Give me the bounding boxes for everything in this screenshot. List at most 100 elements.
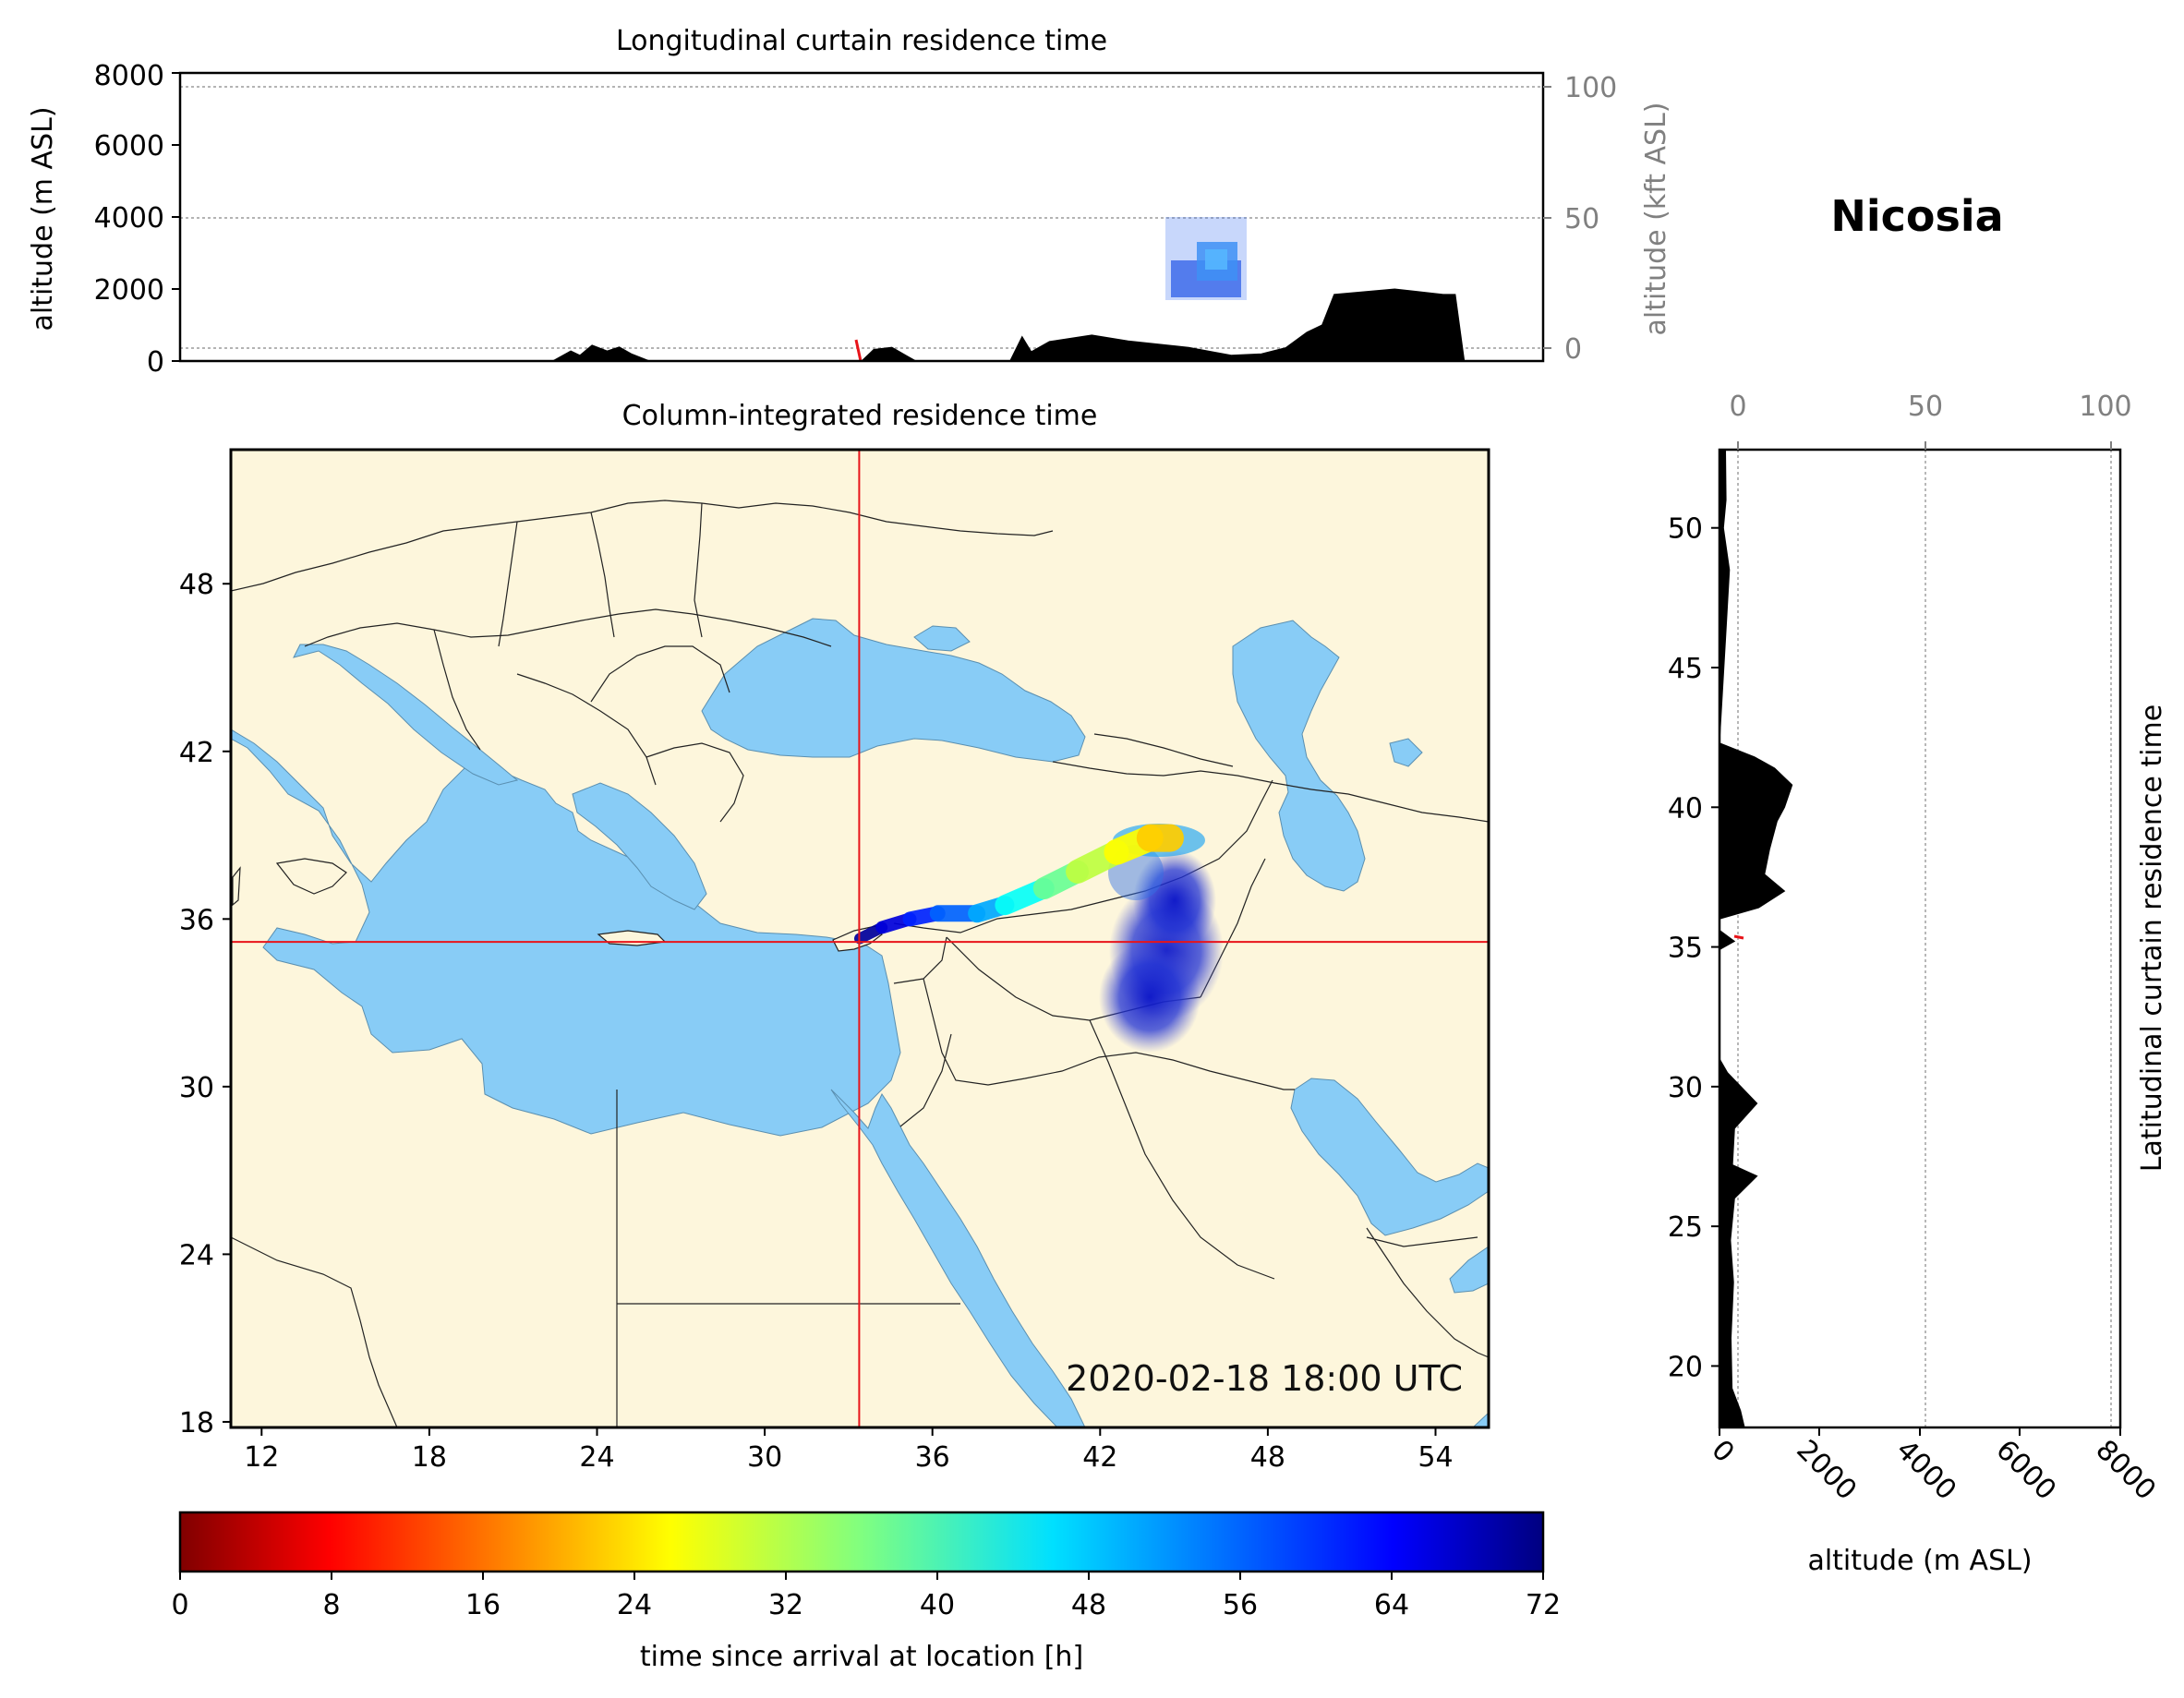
lat-tick-label: 20 — [1668, 1351, 1703, 1383]
colorbar: 0 8 16 24 32 40 48 56 64 72 time since arrival at… — [171, 1511, 1561, 1673]
lat-tick-label: 45 — [1668, 653, 1703, 685]
lat-tick-label: 18 — [179, 1407, 214, 1439]
border-line — [923, 978, 1295, 1090]
lon-tick-label: 12 — [244, 1441, 279, 1474]
xtick-label: 50 — [1908, 391, 1943, 423]
side-panel: 0 50 100 0 2000 4000 6000 8000 20 25 30 35 4… — [1668, 391, 2168, 1577]
ytick-label: 0 — [147, 346, 164, 379]
border-line — [1366, 1227, 1489, 1358]
side-lat-ticks: 20 25 30 35 40 45 50 — [1668, 513, 1719, 1383]
colorbar-tick-label: 16 — [465, 1589, 501, 1621]
xtick-label: 0 — [1729, 391, 1746, 423]
border-line — [1089, 1019, 1275, 1280]
lat-tick-label: 30 — [179, 1072, 214, 1104]
map-frame — [229, 448, 1490, 1429]
top-left-yticks: 0 2000 4000 6000 8000 — [94, 60, 180, 379]
side-xlabel: altitude (m ASL) — [1807, 1545, 2032, 1577]
xtick-label: 2000 — [1790, 1434, 1863, 1507]
border-line — [899, 1033, 952, 1127]
blob-core — [1205, 249, 1227, 270]
lat-tick-label: 36 — [179, 904, 214, 936]
border-line — [231, 500, 1054, 592]
colorbar-tick-label: 40 — [920, 1589, 955, 1621]
lat-tick-label: 35 — [1668, 933, 1703, 965]
lon-tick-label: 42 — [1082, 1441, 1117, 1474]
colorbar-gradient — [180, 1512, 1543, 1572]
map-lat-ticks: 18 24 30 36 42 48 — [179, 569, 231, 1439]
release-marker — [1733, 934, 1744, 940]
border-line — [646, 742, 744, 823]
colorbar-tick-label: 48 — [1071, 1589, 1106, 1621]
side-top-xticks: 0 50 100 — [1729, 391, 2132, 450]
top-ylabel-right: altitude (kft ASL) — [1640, 102, 1672, 335]
red-sea — [830, 1089, 1086, 1427]
lon-tick-label: 18 — [412, 1441, 447, 1474]
azov-sea — [913, 625, 971, 652]
lat-tick-label: 50 — [1668, 513, 1703, 546]
arabian-sea-corner — [1472, 1412, 1489, 1427]
lon-tick-label: 30 — [747, 1441, 782, 1474]
ytick-label: 6000 — [94, 130, 164, 163]
border-line — [1310, 789, 1489, 823]
ytick-label: 100 — [1564, 72, 1617, 104]
border-line — [231, 1236, 398, 1427]
terrain-profile — [551, 288, 1466, 361]
station-title: Nicosia — [1830, 191, 2003, 241]
lat-tick-label: 25 — [1668, 1211, 1703, 1244]
terrain-profile — [1719, 450, 1793, 1427]
xtick-label: 6000 — [1989, 1434, 2062, 1507]
caspian-sea — [1232, 620, 1366, 892]
border-line — [304, 608, 832, 647]
top-right-yticks: 0 50 100 — [1543, 72, 1617, 366]
border-line — [498, 521, 518, 647]
plume-lobe — [1099, 942, 1201, 1053]
residence-blob — [1165, 217, 1247, 300]
top-panel-title: Longitudinal curtain residence time — [616, 25, 1107, 57]
colorbar-tick-label: 72 — [1526, 1589, 1561, 1621]
map-lon-ticks: 12 18 24 30 36 42 48 54 — [244, 1427, 1454, 1474]
timestamp-label: 2020-02-18 18:00 UTC — [1066, 1358, 1463, 1399]
colorbar-tick-label: 64 — [1374, 1589, 1409, 1621]
plume-lobe — [1133, 849, 1216, 951]
lat-tick-label: 24 — [179, 1239, 214, 1271]
lat-tick-label: 30 — [1668, 1072, 1703, 1104]
colorbar-ticks: 0 8 16 24 32 40 48 56 64 72 — [171, 1572, 1561, 1621]
ytick-label: 4000 — [94, 202, 164, 235]
side-axes-frame — [1718, 448, 2122, 1429]
country-borders — [231, 500, 1489, 1427]
lat-tick-label: 48 — [179, 569, 214, 601]
colorbar-label: time since arrival at location [h] — [640, 1641, 1083, 1673]
border-line — [1052, 761, 1312, 790]
lon-tick-label: 54 — [1418, 1441, 1453, 1474]
mediterranean-sea — [231, 729, 901, 1137]
xtick-label: 100 — [2079, 391, 2131, 423]
border-line — [1366, 1236, 1478, 1247]
colorbar-tick-label: 24 — [617, 1589, 652, 1621]
release-marker — [854, 339, 863, 361]
trajectory — [854, 824, 1184, 945]
lat-tick-label: 42 — [179, 737, 214, 769]
map-title: Column-integrated residence time — [622, 400, 1098, 432]
adriatic-sea — [293, 644, 519, 786]
side-ylabel: Latitudinal curtain residence time — [2136, 704, 2168, 1172]
black-sea — [701, 618, 1086, 763]
lat-tick-label: 40 — [1668, 792, 1703, 825]
ytick-label: 2000 — [94, 274, 164, 307]
border-line — [893, 936, 947, 984]
xtick-label: 8000 — [2089, 1434, 2162, 1507]
sardinia — [232, 866, 241, 907]
border-line — [590, 512, 615, 638]
top-ylabel-left: altitude (m ASL) — [27, 106, 59, 331]
persian-gulf — [1290, 1078, 1489, 1236]
ytick-label: 0 — [1564, 333, 1582, 366]
border-line — [590, 645, 730, 703]
xtick-label: 0 — [1705, 1434, 1740, 1469]
border-line — [694, 502, 703, 638]
ytick-label: 8000 — [94, 60, 164, 92]
lon-tick-label: 48 — [1250, 1441, 1285, 1474]
seas — [231, 618, 1489, 1427]
top-panel: Longitudinal curtain residence time 0 20… — [27, 25, 1672, 379]
gulf-of-oman — [1449, 1246, 1489, 1294]
border-line — [893, 779, 1273, 933]
